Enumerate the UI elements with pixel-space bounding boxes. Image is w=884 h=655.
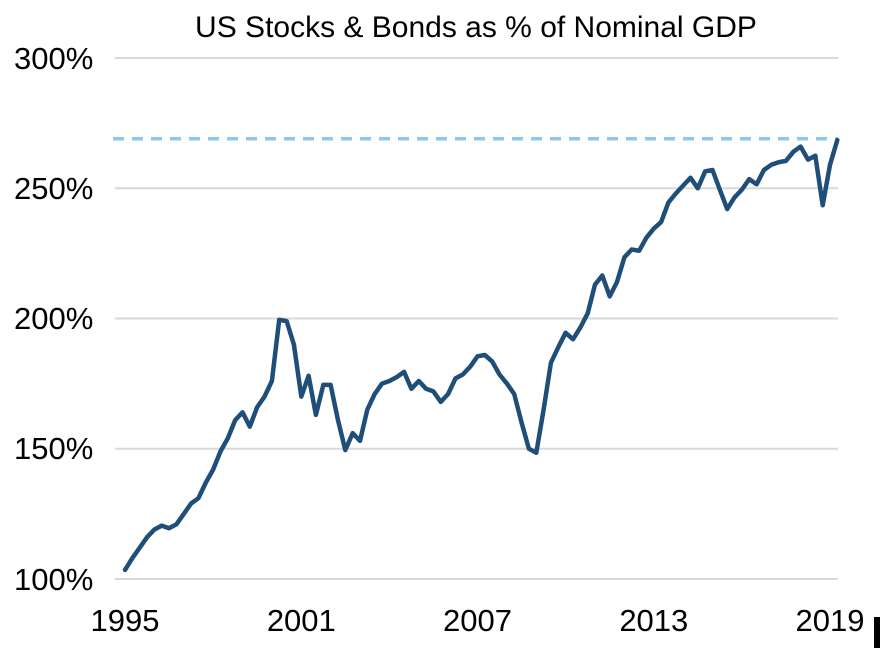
y-axis-tick-labels: 300% 250% 200% 150% 100%: [14, 41, 93, 597]
y-tick-label: 150%: [14, 431, 93, 466]
x-tick-label: 2019: [796, 603, 865, 638]
x-tick-label: 2007: [443, 603, 512, 638]
x-tick-label: 2013: [619, 603, 688, 638]
y-tick-label: 200%: [14, 301, 93, 336]
x-tick-label: 1995: [91, 603, 160, 638]
text-cursor-bar: [874, 617, 880, 648]
y-tick-label: 300%: [14, 41, 93, 76]
x-axis-tick-labels: 1995 2001 2007 2013 2019: [91, 603, 865, 638]
gridlines: [115, 57, 838, 580]
series-line-us-stocks-bonds: [122, 137, 840, 573]
chart-title: US Stocks & Bonds as % of Nominal GDP: [195, 11, 757, 44]
y-tick-label: 250%: [14, 171, 93, 206]
y-tick-label: 100%: [14, 562, 93, 597]
x-tick-label: 2001: [267, 603, 336, 638]
